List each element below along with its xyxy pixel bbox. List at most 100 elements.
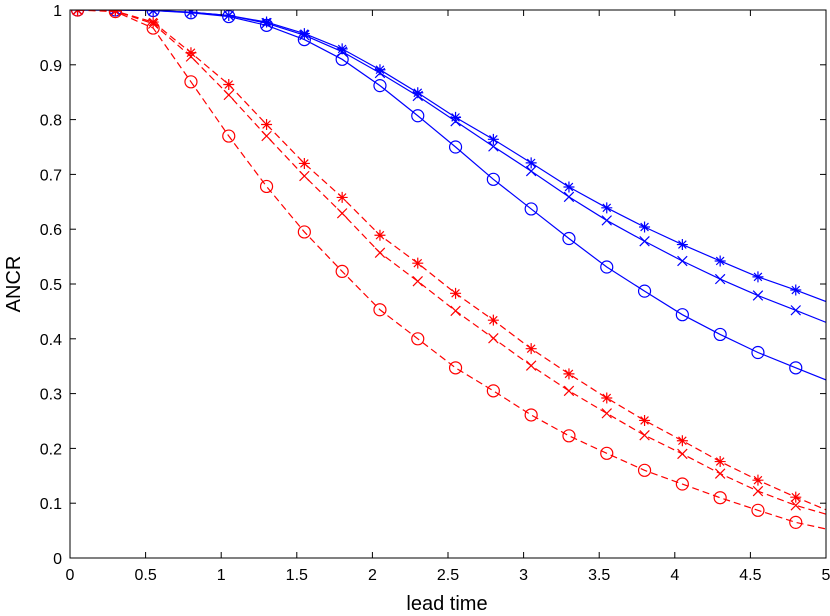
y-tick-label: 0.7 <box>40 167 62 184</box>
x-tick-label: 4.5 <box>739 567 761 584</box>
series-4-marker <box>411 332 425 346</box>
series-6-marker <box>374 229 386 241</box>
y-tick-label: 0.5 <box>40 277 62 294</box>
x-tick-label: 1 <box>217 567 226 584</box>
series-1-marker <box>524 202 538 216</box>
series-2-marker <box>639 236 650 247</box>
series-6-marker <box>147 16 159 28</box>
y-tick-label: 1 <box>53 3 62 20</box>
series-2-marker <box>601 215 612 226</box>
series-5-marker <box>790 500 801 511</box>
series-4-marker <box>713 491 727 505</box>
series-4-marker <box>297 225 311 239</box>
series-5-marker <box>563 385 575 397</box>
series-6-marker <box>752 474 764 486</box>
x-tick-label: 2 <box>368 567 377 584</box>
series-6-marker <box>450 287 462 299</box>
series-1-marker <box>373 79 387 93</box>
series-3-marker <box>676 239 688 251</box>
series-6-marker <box>601 392 613 404</box>
series-6-marker <box>790 491 802 503</box>
series-4-marker <box>637 463 652 477</box>
x-tick-label: 4 <box>670 567 679 584</box>
series-3-marker <box>601 202 613 214</box>
series-3-marker <box>374 64 386 76</box>
series-5-marker <box>488 333 499 344</box>
series-6 <box>72 10 826 511</box>
series-4-marker <box>486 384 500 398</box>
series-1-marker <box>562 231 576 246</box>
x-tick-label: 3.5 <box>588 567 610 584</box>
series-4-marker <box>259 179 274 194</box>
series-3 <box>72 10 826 303</box>
x-axis-title: lead time <box>406 593 487 615</box>
x-tick-label: 3 <box>519 567 528 584</box>
series-6-marker <box>298 157 310 169</box>
series-1-marker <box>751 345 765 360</box>
series-3-marker <box>487 133 499 145</box>
series-5-marker <box>525 360 537 371</box>
series-4-marker <box>373 303 387 317</box>
series-2-marker <box>677 255 688 267</box>
series-5-marker <box>374 247 386 258</box>
series-5-marker <box>223 89 234 101</box>
series-2-marker <box>714 273 726 285</box>
series-6-marker <box>714 456 726 468</box>
y-tick-label: 0.8 <box>40 113 62 130</box>
series-5-marker <box>261 130 272 142</box>
series-3-marker <box>298 28 310 40</box>
series-4-marker <box>675 477 689 491</box>
x-tick-label: 5 <box>822 567 830 584</box>
series-5-marker <box>752 485 764 497</box>
series-3-marker <box>639 221 651 233</box>
series-6-marker <box>676 435 688 447</box>
series-6-marker <box>525 343 537 355</box>
series-5-marker <box>601 408 612 419</box>
y-tick-label: 0.6 <box>40 222 62 239</box>
series-4-marker <box>448 361 463 375</box>
series-2-marker <box>563 191 575 203</box>
y-tick-label: 0.3 <box>40 387 62 404</box>
x-tick-label: 1.5 <box>286 567 308 584</box>
series-3-marker <box>336 43 348 55</box>
series-3-marker <box>450 111 462 123</box>
series-4-marker <box>335 264 349 278</box>
series-4-marker <box>600 446 614 460</box>
series-3-marker <box>185 10 197 18</box>
series-3-marker <box>525 157 537 169</box>
x-tick-label: 0.5 <box>134 567 156 584</box>
plot-background <box>70 10 826 558</box>
y-tick-label: 0.9 <box>40 58 62 75</box>
series-3-marker <box>752 271 764 283</box>
y-tick-label: 0.4 <box>40 332 62 349</box>
y-tick-label: 0.1 <box>40 496 62 513</box>
series-1-marker <box>637 284 652 298</box>
series-1-marker <box>789 361 803 375</box>
series-2-marker <box>790 305 801 316</box>
series-6-marker <box>563 368 575 380</box>
series-5-marker <box>299 170 310 182</box>
series-5-marker <box>714 468 726 479</box>
series-6-marker <box>639 414 651 426</box>
x-tick-label: 2.5 <box>437 567 459 584</box>
series-6-marker <box>487 314 499 326</box>
y-axis-title: ANCR <box>3 256 25 313</box>
series-1-line <box>77 10 826 381</box>
y-tick-label: 0.2 <box>40 441 62 458</box>
series-3-marker <box>563 181 575 193</box>
series-4-marker <box>562 429 576 443</box>
series-6-marker <box>412 257 424 269</box>
series-3-marker <box>147 10 159 17</box>
series-1 <box>70 10 826 381</box>
series-4-marker <box>524 408 538 422</box>
x-tick-label: 0 <box>66 567 75 584</box>
series-1-marker <box>675 308 689 322</box>
series-4-marker <box>789 515 803 529</box>
series-2-marker <box>752 290 764 301</box>
series-5-marker <box>677 448 688 460</box>
series-4-marker <box>184 75 198 89</box>
plot-area <box>70 10 826 558</box>
series-5-marker <box>450 305 461 317</box>
series-3-marker <box>790 284 802 296</box>
series-6-marker <box>185 47 197 59</box>
